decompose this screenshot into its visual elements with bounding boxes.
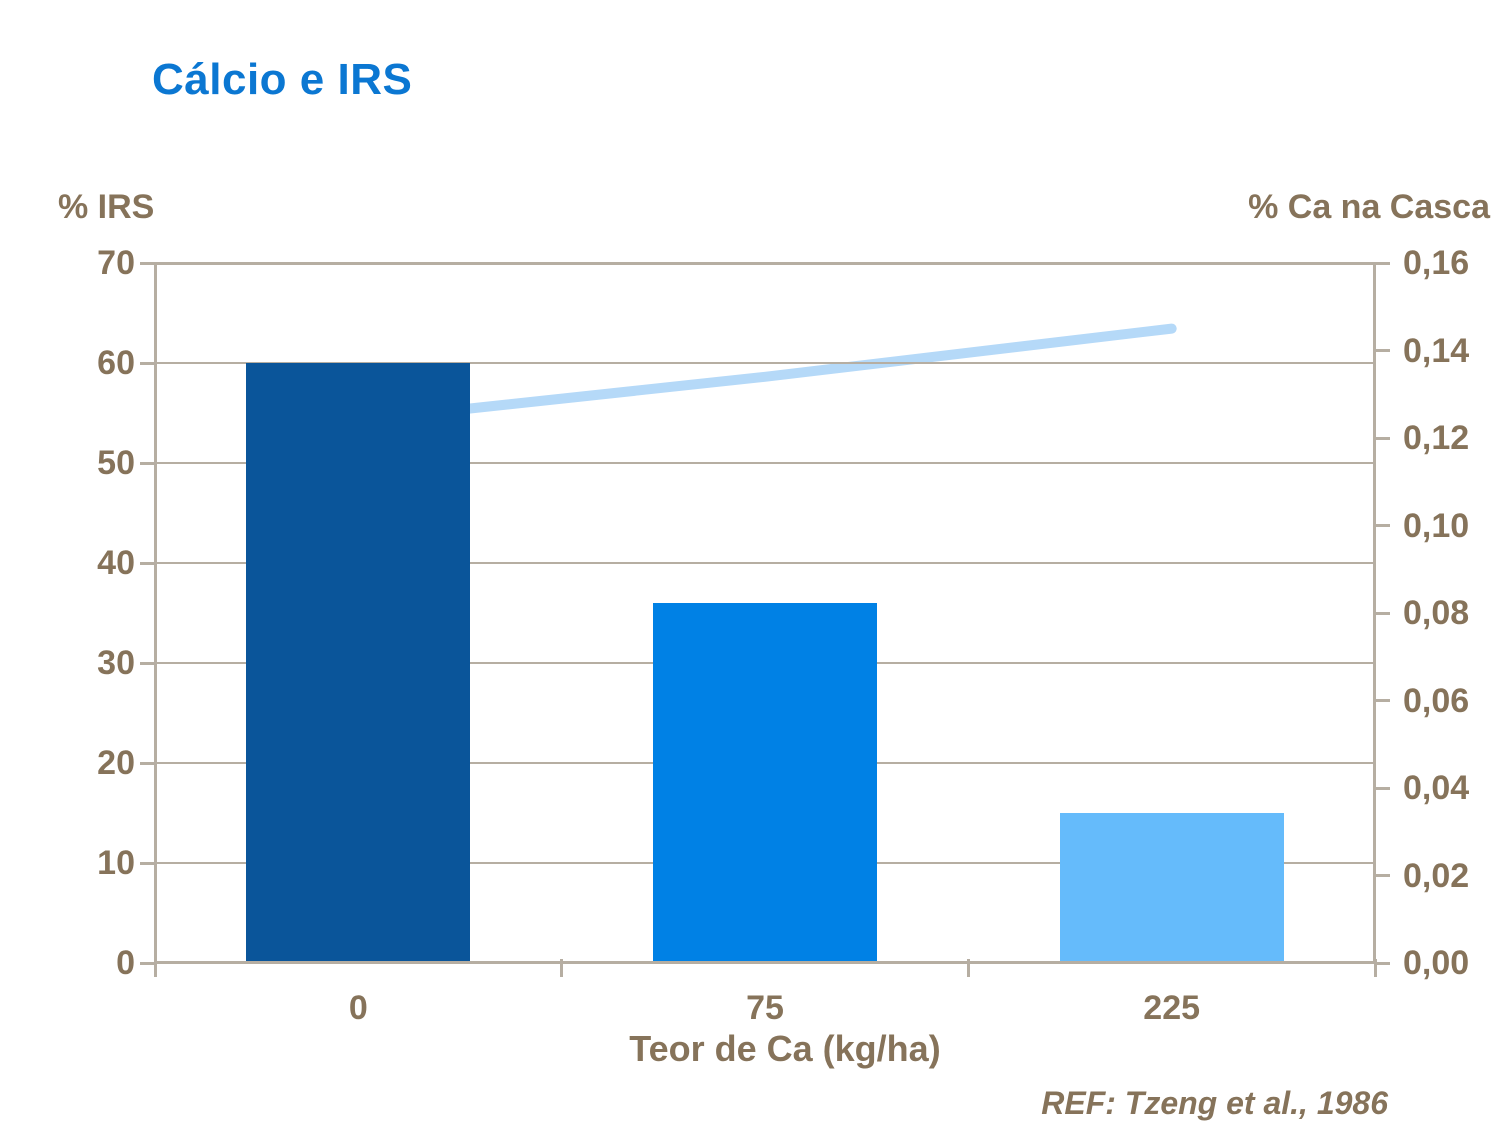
gridline: [157, 562, 1373, 564]
right-axis-tick: [1375, 524, 1390, 527]
x-axis-title: Teor de Ca (kg/ha): [629, 1028, 941, 1069]
left-axis-tick: [140, 761, 155, 765]
bar-0: [246, 363, 471, 961]
left-axis-tick: [140, 361, 155, 365]
right-axis-tick-label: 0,16: [1403, 244, 1470, 282]
right-axis-tick-label: 0,04: [1403, 769, 1470, 807]
right-axis-tick: [1375, 699, 1390, 702]
x-axis-tick: [560, 959, 564, 977]
x-axis-category-label: 225: [1143, 989, 1201, 1027]
right-axis-tick: [1375, 874, 1390, 877]
right-axis-tick-label: 0,08: [1403, 594, 1470, 632]
right-axis-tick: [1375, 436, 1390, 440]
reference-citation: REF: Tzeng et al., 1986: [1041, 1085, 1388, 1121]
left-axis-tick-label: 70: [97, 244, 135, 282]
gridline: [157, 462, 1373, 464]
right-axis-tick-label: 0,14: [1403, 331, 1470, 370]
bar-75: [653, 603, 877, 961]
left-axis-tick: [140, 461, 155, 465]
left-axis-tick: [140, 861, 155, 865]
right-axis-tick: [1375, 349, 1390, 352]
left-axis-title: % IRS: [58, 188, 155, 226]
plot-area: [154, 262, 1376, 964]
x-axis-tick: [966, 959, 970, 977]
left-axis-tick-label: 10: [97, 844, 135, 882]
left-axis-tick-label: 0: [116, 944, 135, 982]
left-axis-tick: [140, 661, 155, 665]
right-axis-tick-label: 0,02: [1403, 856, 1470, 895]
right-axis-tick-label: 0,06: [1403, 681, 1470, 720]
right-axis-tick: [1375, 786, 1390, 790]
left-axis-tick-label: 50: [97, 444, 135, 482]
gridline: [157, 362, 1373, 364]
bar-225: [1059, 813, 1284, 961]
right-axis-tick-label: 0,12: [1403, 419, 1470, 457]
x-axis-category-label: 0: [348, 989, 368, 1027]
x-axis-tick: [153, 959, 157, 977]
right-axis-tick: [1375, 261, 1390, 265]
x-axis-tick: [1373, 959, 1377, 977]
x-axis-category-label: 75: [746, 989, 784, 1027]
left-axis-tick: [140, 261, 155, 265]
right-axis-title: % Ca na Casca: [1248, 188, 1490, 226]
left-axis-tick: [140, 961, 155, 965]
left-axis-tick-label: 60: [97, 344, 135, 382]
left-axis-tick-label: 30: [97, 644, 135, 682]
left-axis-tick: [140, 561, 155, 565]
right-axis-tick: [1375, 611, 1390, 615]
right-axis-tick: [1375, 961, 1390, 965]
right-axis-tick-label: 0,10: [1403, 506, 1470, 545]
chart-title: Cálcio e IRS: [152, 55, 413, 104]
right-axis-tick-label: 0,00: [1403, 944, 1470, 982]
left-axis-tick-label: 20: [97, 744, 135, 782]
left-axis-tick-label: 40: [97, 544, 135, 582]
